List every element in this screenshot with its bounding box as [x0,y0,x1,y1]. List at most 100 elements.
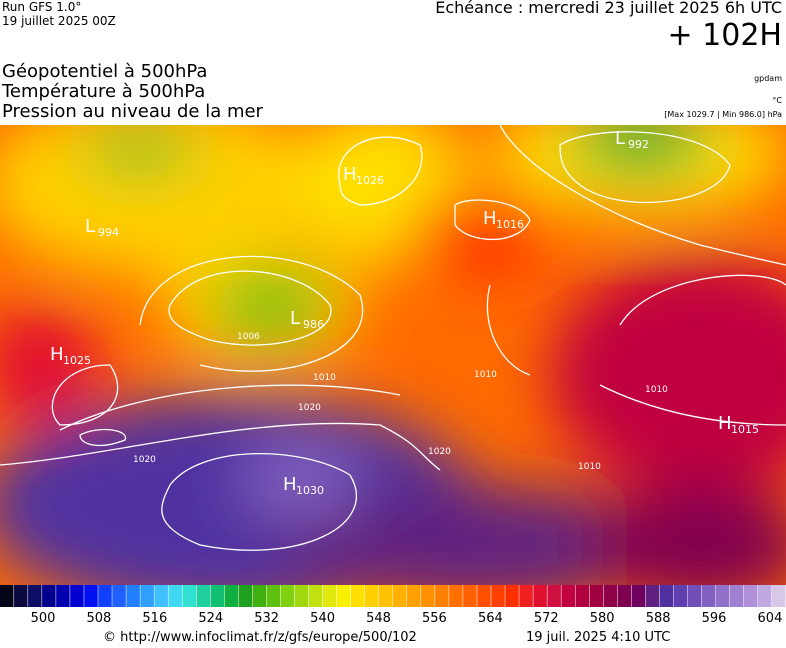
color-swatch [140,585,154,607]
color-swatch [126,585,140,607]
color-swatch [407,585,421,607]
color-swatch [547,585,561,607]
center-value: 1030 [296,484,324,497]
run-date: 19 juillet 2025 00Z [2,14,116,28]
color-swatch [280,585,295,607]
color-swatch [477,585,491,607]
unit: °C [772,96,782,105]
color-swatch [673,585,688,607]
center-value: 992 [628,138,649,151]
timestamp: 19 juil. 2025 4:10 UTC [526,630,671,645]
color-swatch [771,585,786,607]
color-swatch [378,585,393,607]
colorbar-tick: 580 [589,611,615,626]
isobar-label: 1020 [298,403,321,413]
color-swatch [575,585,589,607]
color-swatch [42,585,56,607]
color-swatch [168,585,182,607]
forecast: Echéance : mercredi 23 juillet 2025 6h U… [435,0,782,17]
color-swatch [112,585,126,607]
color-swatch [687,585,702,607]
colorbar-tick: 516 [142,611,168,626]
colorbar-tick: 604 [757,611,783,626]
color-swatch [701,585,716,607]
color-swatch [322,585,337,607]
color-swatch [350,585,365,607]
color-swatch [561,585,575,607]
color-swatch [28,585,42,607]
colorbar-tick: 532 [254,611,280,626]
color-swatch [589,585,604,607]
color-swatch [743,585,758,607]
color-swatch [56,585,70,607]
colorbar-ticks: 500 508 516 524 532 540 548 556 564 572 580 588 596 6… [0,611,786,629]
color-swatch [449,585,463,607]
color-swatch [70,585,84,607]
color-swatch [84,585,98,607]
color-swatch [645,585,660,607]
isobar-label: 1010 [313,373,336,383]
color-swatch [294,585,309,607]
center-kind: L [615,128,625,149]
color-swatch [421,585,435,607]
colorbar-tick: 508 [86,611,112,626]
colorbar-tick: 564 [477,611,503,626]
color-swatch [210,585,225,607]
center-kind: H [343,164,357,185]
isobar-label: 1006 [237,332,260,342]
center-value: 986 [303,318,324,331]
unit: gpdam [754,74,782,83]
center-value: 1016 [496,218,524,231]
color-swatch [252,585,267,607]
center-kind: L [290,308,300,329]
center-value: 1015 [731,423,759,436]
isobar-label: 1020 [428,447,451,457]
center-kind: H [50,344,64,365]
color-swatch [182,585,196,607]
center-kind: H [718,413,732,434]
isobar-label: 1010 [474,370,497,380]
unit: [Max 1029.7 | Min 986.0] hPa [664,110,782,119]
center-kind: H [483,208,497,229]
color-swatch [491,585,505,607]
center-kind: L [85,216,95,237]
color-swatch [266,585,281,607]
color-swatch [364,585,379,607]
colorbar-tick: 596 [701,611,727,626]
color-swatch [14,585,28,607]
color-swatch [308,585,323,607]
color-swatch [617,585,632,607]
colorbar-tick: 572 [533,611,559,626]
isobar-label: 1010 [578,462,601,472]
colorbar [0,585,786,607]
color-swatch [729,585,744,607]
color-swatch [715,585,730,607]
color-swatch [336,585,351,607]
source-url: © http://www.infoclimat.fr/z/gfs/europe/… [103,630,417,645]
colorbar-tick: 556 [422,611,447,626]
color-swatch [238,585,253,607]
colorbar-tick: 588 [645,611,671,626]
color-swatch [519,585,533,607]
center-value: 1025 [63,354,91,367]
color-swatch [196,585,211,607]
isobar-label: 1010 [645,385,668,395]
color-swatch [603,585,618,607]
color-swatch [154,585,168,607]
color-swatch [98,585,112,607]
color-swatch [393,585,407,607]
colorbar-tick: 524 [198,611,224,626]
center-value: 1026 [356,174,384,187]
colorbar-tick: 540 [310,611,335,626]
color-swatch [0,585,14,607]
color-swatch [533,585,547,607]
center-value: 994 [98,226,119,239]
color-swatch [224,585,239,607]
lead-time: + 102H [667,18,783,53]
layer: Géopotentiel à 500hPa [2,61,208,82]
color-swatch [757,585,772,607]
colorbar-tick: 500 [30,611,56,626]
color-swatch [435,585,449,607]
